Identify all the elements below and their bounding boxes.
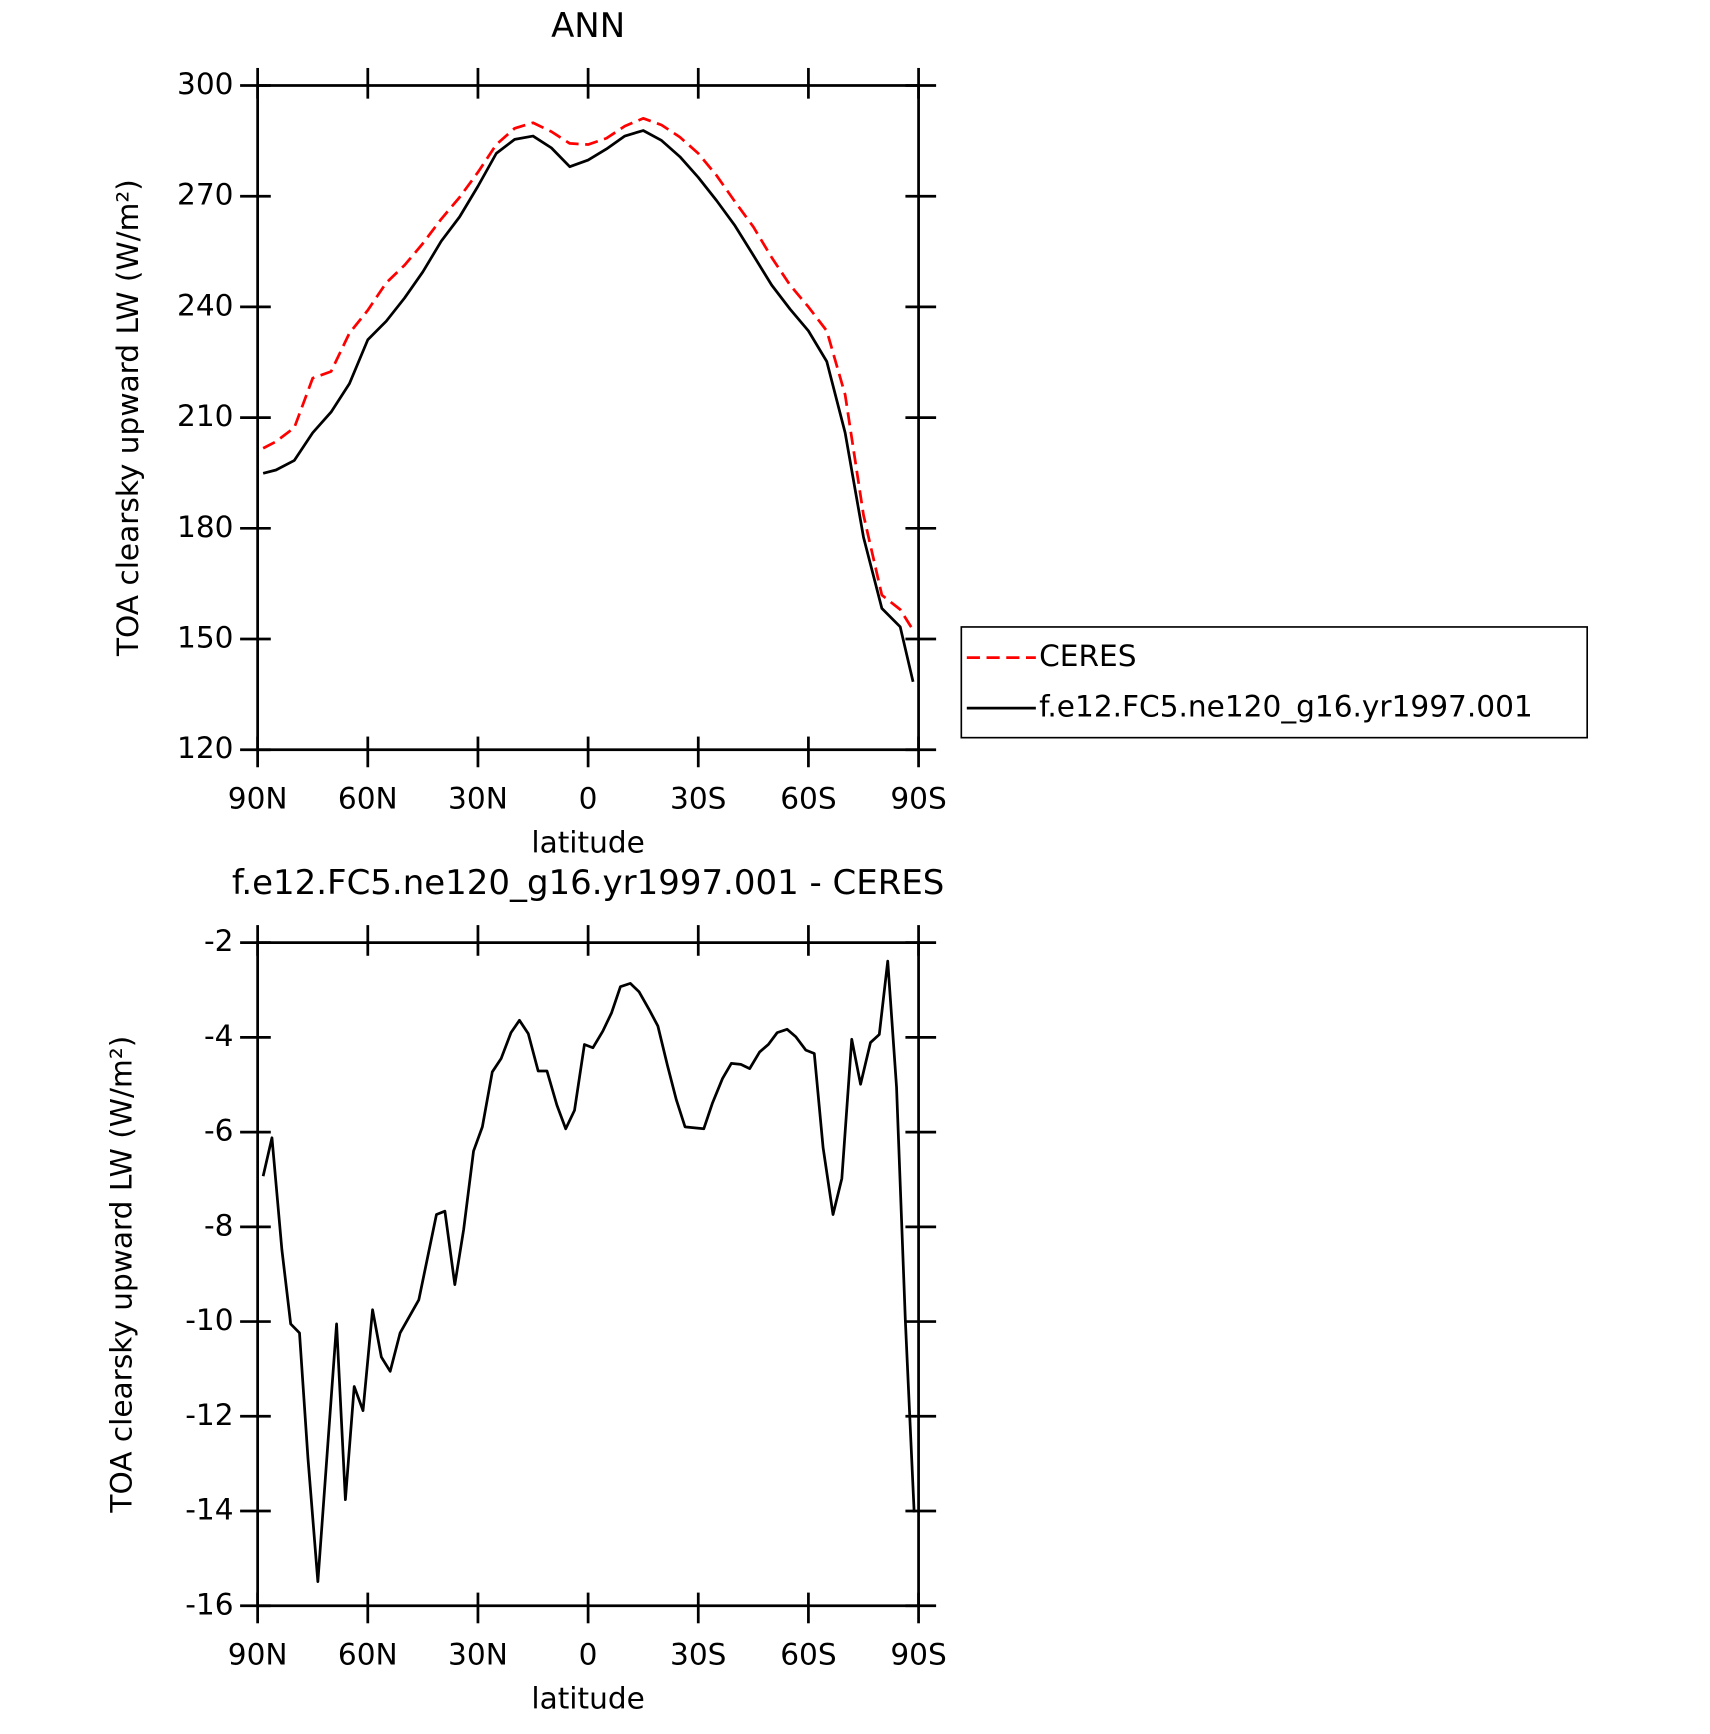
plot-frame <box>256 84 920 752</box>
y-tick-label: 120 <box>177 731 233 765</box>
legend-box <box>960 626 1589 739</box>
x-tick-label: 0 <box>579 782 598 816</box>
x-tick-label: 90S <box>890 1638 946 1672</box>
x-tick-label: 60N <box>338 1638 398 1672</box>
y-tick-label: -2 <box>204 924 234 958</box>
y-tick-label: -16 <box>185 1587 233 1621</box>
y-tick-label: 150 <box>177 621 233 655</box>
y-axis-label: TOA clearsky upward LW (W/m²) <box>104 1036 138 1514</box>
data-line <box>261 959 916 1583</box>
plot-frame <box>256 941 920 1608</box>
x-tick-label: 30S <box>670 782 726 816</box>
y-tick-label: -6 <box>204 1114 234 1148</box>
chart-title: f.e12.FC5.ne120_g16.yr1997.001 - CERES <box>232 863 945 903</box>
y-tick-label: -8 <box>204 1208 234 1242</box>
x-tick-label: 60S <box>780 1638 836 1672</box>
y-tick-label: -14 <box>185 1493 233 1527</box>
data-line <box>262 129 915 683</box>
y-tick-label: 210 <box>177 399 233 433</box>
y-tick-label: 240 <box>177 288 233 322</box>
x-tick-label: 60S <box>780 782 836 816</box>
legend-label: CERES <box>1039 639 1136 673</box>
x-axis-label: latitude <box>531 825 644 859</box>
y-tick-label: -12 <box>185 1398 233 1432</box>
y-axis-label: TOA clearsky upward LW (W/m²) <box>111 179 145 657</box>
y-tick-label: 270 <box>177 178 233 212</box>
x-tick-label: 90N <box>228 1638 288 1672</box>
legend: CERES f.e12.FC5.ne120_g16.yr1997.001 <box>960 626 1589 739</box>
y-tick-label: -10 <box>185 1303 233 1337</box>
x-axis-label: latitude <box>531 1682 644 1716</box>
x-tick-label: 30S <box>670 1638 726 1672</box>
y-tick-label: 300 <box>177 67 233 101</box>
legend-label: f.e12.FC5.ne120_g16.yr1997.001 <box>1039 690 1533 724</box>
x-tick-label: 90S <box>890 782 946 816</box>
x-tick-label: 90N <box>228 782 288 816</box>
x-tick-label: 60N <box>338 782 398 816</box>
x-tick-label: 0 <box>579 1638 598 1672</box>
x-tick-label: 30N <box>448 782 508 816</box>
data-line <box>262 116 915 631</box>
y-tick-label: -4 <box>204 1019 234 1053</box>
chart-title: ANN <box>551 6 625 46</box>
y-tick-label: 180 <box>177 510 233 544</box>
x-tick-label: 30N <box>448 1638 508 1672</box>
